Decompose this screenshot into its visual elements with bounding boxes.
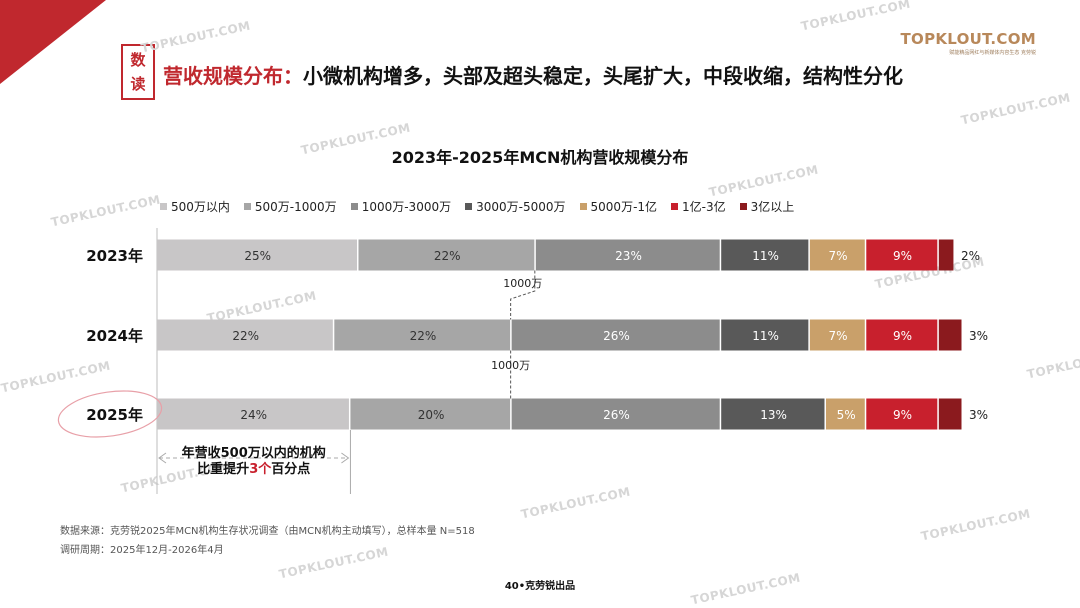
chart-legend: 500万以内 500万-1000万 1000万-3000万 3000万-5000万 50… [160,198,808,215]
bar-segment [511,319,720,351]
bar-segment [938,319,962,351]
badge-char-1: 数 [130,51,146,69]
callout-text: 比重提升 [197,461,249,477]
data-label: 24% [240,408,267,422]
bar-segment [157,239,357,271]
badge-char-2: 读 [130,75,146,93]
legend-item: 500万-1000万 [243,198,337,215]
legend-swatch [350,203,358,210]
data-label: 23% [615,249,642,263]
legend-swatch [671,203,679,210]
callout-arrow-left [158,452,167,464]
data-label: 3% [969,329,988,343]
category-label: 2024年 [86,327,143,345]
bar-segment [866,319,938,351]
corner-decoration [0,0,106,84]
brand-tagline: 赋能精品网红与新媒体内容生态 克劳锐 [949,50,1036,56]
data-label: 11% [752,249,779,263]
legend-item: 3亿以上 [739,198,795,215]
legend-swatch [243,203,251,210]
data-label: 22% [410,329,437,343]
data-label: 13% [760,408,787,422]
callout-line-2: 比重提升3个百分点 [197,461,310,477]
chart-title: 2023年-2025年MCN机构营收规模分布 [391,148,689,167]
data-label: 5% [837,408,856,422]
brand-name: TOPKLOUT.COM [900,30,1036,48]
data-label: 22% [434,249,461,263]
boundary-connector [510,270,536,320]
data-label: 20% [418,408,445,422]
page-title-highlight: 营收规模分布： [163,64,303,88]
legend-swatch [160,203,167,210]
bar-segment [809,239,865,271]
data-label: 7% [829,249,848,263]
brand-logo: TOPKLOUT.COM 赋能精品网红与新媒体内容生态 克劳锐 [901,30,1037,56]
bar-segment [938,398,962,430]
data-label: 3% [969,408,988,422]
title-badge: 数 读 [121,44,155,100]
legend-swatch [579,203,587,210]
callout-line-1: 年营收500万以内的机构 [182,445,326,461]
bar-segment [511,398,720,430]
bar-segment [157,319,333,351]
bar-segment [721,398,825,430]
survey-period-note: 调研周期：2025年12月-2026年4月 [60,545,224,556]
callout-highlight: 3个 [249,461,272,477]
data-label: 22% [232,329,259,343]
data-label: 26% [603,329,630,343]
callout-arrow-right [341,452,350,464]
highlight-ellipse [57,390,163,438]
annotation-label: 1000万 [491,359,530,372]
data-label: 7% [829,329,848,343]
data-label: 25% [244,249,271,263]
data-label: 26% [603,408,630,422]
bar-segment [157,398,349,430]
bar-segment [721,319,809,351]
legend-swatch [465,203,473,210]
legend-item: 1000万-3000万 [350,198,452,215]
data-label: 2% [961,249,980,263]
data-label: 9% [893,249,912,263]
legend-swatch [739,203,747,210]
legend-label: 500万-1000万 [254,200,337,214]
bar-segment [350,398,511,430]
legend-label: 500万以内 [171,200,230,214]
bar-segment [358,239,535,271]
data-source-note: 数据来源：克劳锐2025年MCN机构生存状况调查（由MCN机构主动填写），总样本… [60,526,475,537]
bar-segment [809,319,865,351]
legend-item: 1亿-3亿 [671,198,726,215]
legend-item: 5000万-1亿 [579,198,658,215]
bar-segment [535,239,720,271]
bar-segment [866,239,938,271]
bar-segment [825,398,865,430]
data-label: 11% [752,329,779,343]
bar-segment [721,239,809,271]
page-title-rest: 小微机构增多，头部及超头稳定，头尾扩大，中段收缩，结构性分化 [303,64,903,88]
category-label: 2023年 [86,247,143,265]
legend-label: 5000万-1亿 [590,200,658,214]
legend-item: 3000万-5000万 [465,198,566,215]
legend-label: 3000万-5000万 [476,200,566,214]
legend-label: 3亿以上 [750,200,795,214]
callout-text: 百分点 [271,461,310,477]
page-title: 营收规模分布：小微机构增多，头部及超头稳定，头尾扩大，中段收缩，结构性分化 [163,60,903,89]
page-number: 40•克劳锐出品 [504,581,576,592]
bar-segment [334,319,511,351]
bar-segment [938,239,954,271]
annotation-label: 1000万 [503,277,542,290]
category-label: 2025年 [86,406,143,424]
legend-label: 1000万-3000万 [361,200,452,214]
data-label: 9% [893,408,912,422]
legend-item: 500万以内 [160,198,230,215]
bar-segment [866,398,938,430]
legend-label: 1亿-3亿 [682,200,726,214]
data-label: 9% [893,329,912,343]
